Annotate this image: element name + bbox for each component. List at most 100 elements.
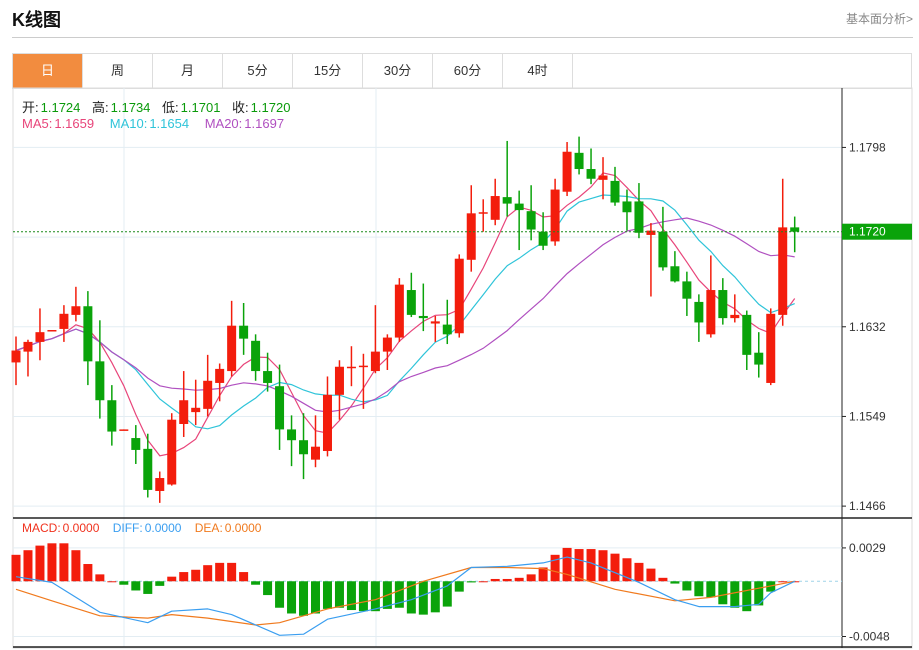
candle-body [370,351,380,372]
tab-day[interactable]: 日 [13,54,83,88]
macd-tick-label: -0.0048 [849,629,890,643]
macd-bar [442,581,452,607]
candle-body [454,258,464,334]
candle-body [718,290,728,319]
candle-body [670,266,680,282]
ma20-line [15,217,795,413]
candle [11,336,21,386]
macd-bar [155,581,165,586]
candle-body [167,419,177,485]
ma20-label: MA20: [204,116,243,131]
tab-30min[interactable]: 30分 [363,54,433,88]
candle-body [538,231,548,246]
candle [622,189,632,231]
candle [263,352,273,392]
tab-4hour[interactable]: 4时 [503,54,573,88]
tab-month[interactable]: 月 [153,54,223,88]
macd-bar [239,572,249,582]
high-value: 1.1734 [110,100,151,115]
open-value: 1.1724 [40,100,81,115]
macd-bar [167,576,177,582]
macd-bar [406,581,416,614]
macd-bar [418,581,428,615]
candle [251,334,261,381]
macd-bar [502,578,512,582]
candle [131,425,141,464]
ma20-value: 1.1697 [244,116,285,131]
candle [706,255,716,338]
macd-bar [35,545,45,582]
candle-body [586,169,596,179]
candle-body [299,440,309,455]
candle-body [107,400,117,432]
candle [119,429,129,431]
candle [730,294,740,323]
candle-body [35,332,45,342]
y-tick-label: 1.1798 [849,140,886,154]
macd-bar [251,581,261,585]
candle-body [263,371,273,383]
y-tick-label: 1.1632 [849,320,886,334]
ma-info: MA5: 1.1659 MA10: 1.1654 MA20: 1.1697 [22,116,286,131]
macd-bar [742,581,752,612]
macd-bar [287,581,297,614]
candle-body [706,290,716,335]
diff-value: 0.0000 [144,521,182,535]
candle-body [131,438,141,450]
candle-body [622,201,632,213]
tab-15min[interactable]: 15分 [293,54,363,88]
macd-bar [610,553,620,582]
candle [490,178,500,226]
tab-5min[interactable]: 5分 [223,54,293,88]
macd-value: 0.0000 [62,521,100,535]
candle-body [694,301,704,323]
candle [299,413,309,480]
candle-body [478,212,488,214]
candle [634,183,644,239]
ma10-value: 1.1654 [149,116,190,131]
candle-body [143,448,153,490]
candle [95,320,105,419]
candle-body [502,197,512,204]
y-tick-label: 1.1466 [849,499,886,513]
macd-bar [526,574,536,582]
candle [526,185,536,241]
candle-body [275,386,285,430]
candle-body [514,203,524,211]
macd-bar [562,547,572,582]
tab-60min[interactable]: 60分 [433,54,503,88]
macd-bar [107,581,117,583]
candle-body [442,324,452,335]
candle-body [311,446,320,460]
tab-week[interactable]: 周 [83,54,153,88]
candle [143,433,153,498]
macd-bar [490,578,500,582]
candle-body [658,231,668,268]
dea-value: 0.0000 [224,521,262,535]
candle-body [610,180,620,203]
low-value: 1.1701 [180,100,221,115]
candle-body [598,175,608,180]
candle-body [562,151,572,192]
candle [23,339,33,377]
macd-bar [586,549,596,582]
candle-body [550,189,560,242]
macd-bar [538,567,548,582]
candle-body [239,325,249,339]
candle [694,294,704,342]
macd-bar [119,581,129,585]
macd-bar [143,581,153,594]
macd-bar [47,543,57,582]
macd-bar [754,581,764,606]
fundamental-analysis-link[interactable]: 基本面分析> [845,12,913,26]
macd-bar [622,558,632,582]
macd-bar [466,581,476,583]
candle-body [251,340,261,372]
candle [442,299,452,345]
candle [203,354,213,417]
last-price-label: 1.1720 [849,225,886,239]
candle-body [418,315,428,319]
candle-body [358,365,368,368]
candle-body [766,313,776,383]
